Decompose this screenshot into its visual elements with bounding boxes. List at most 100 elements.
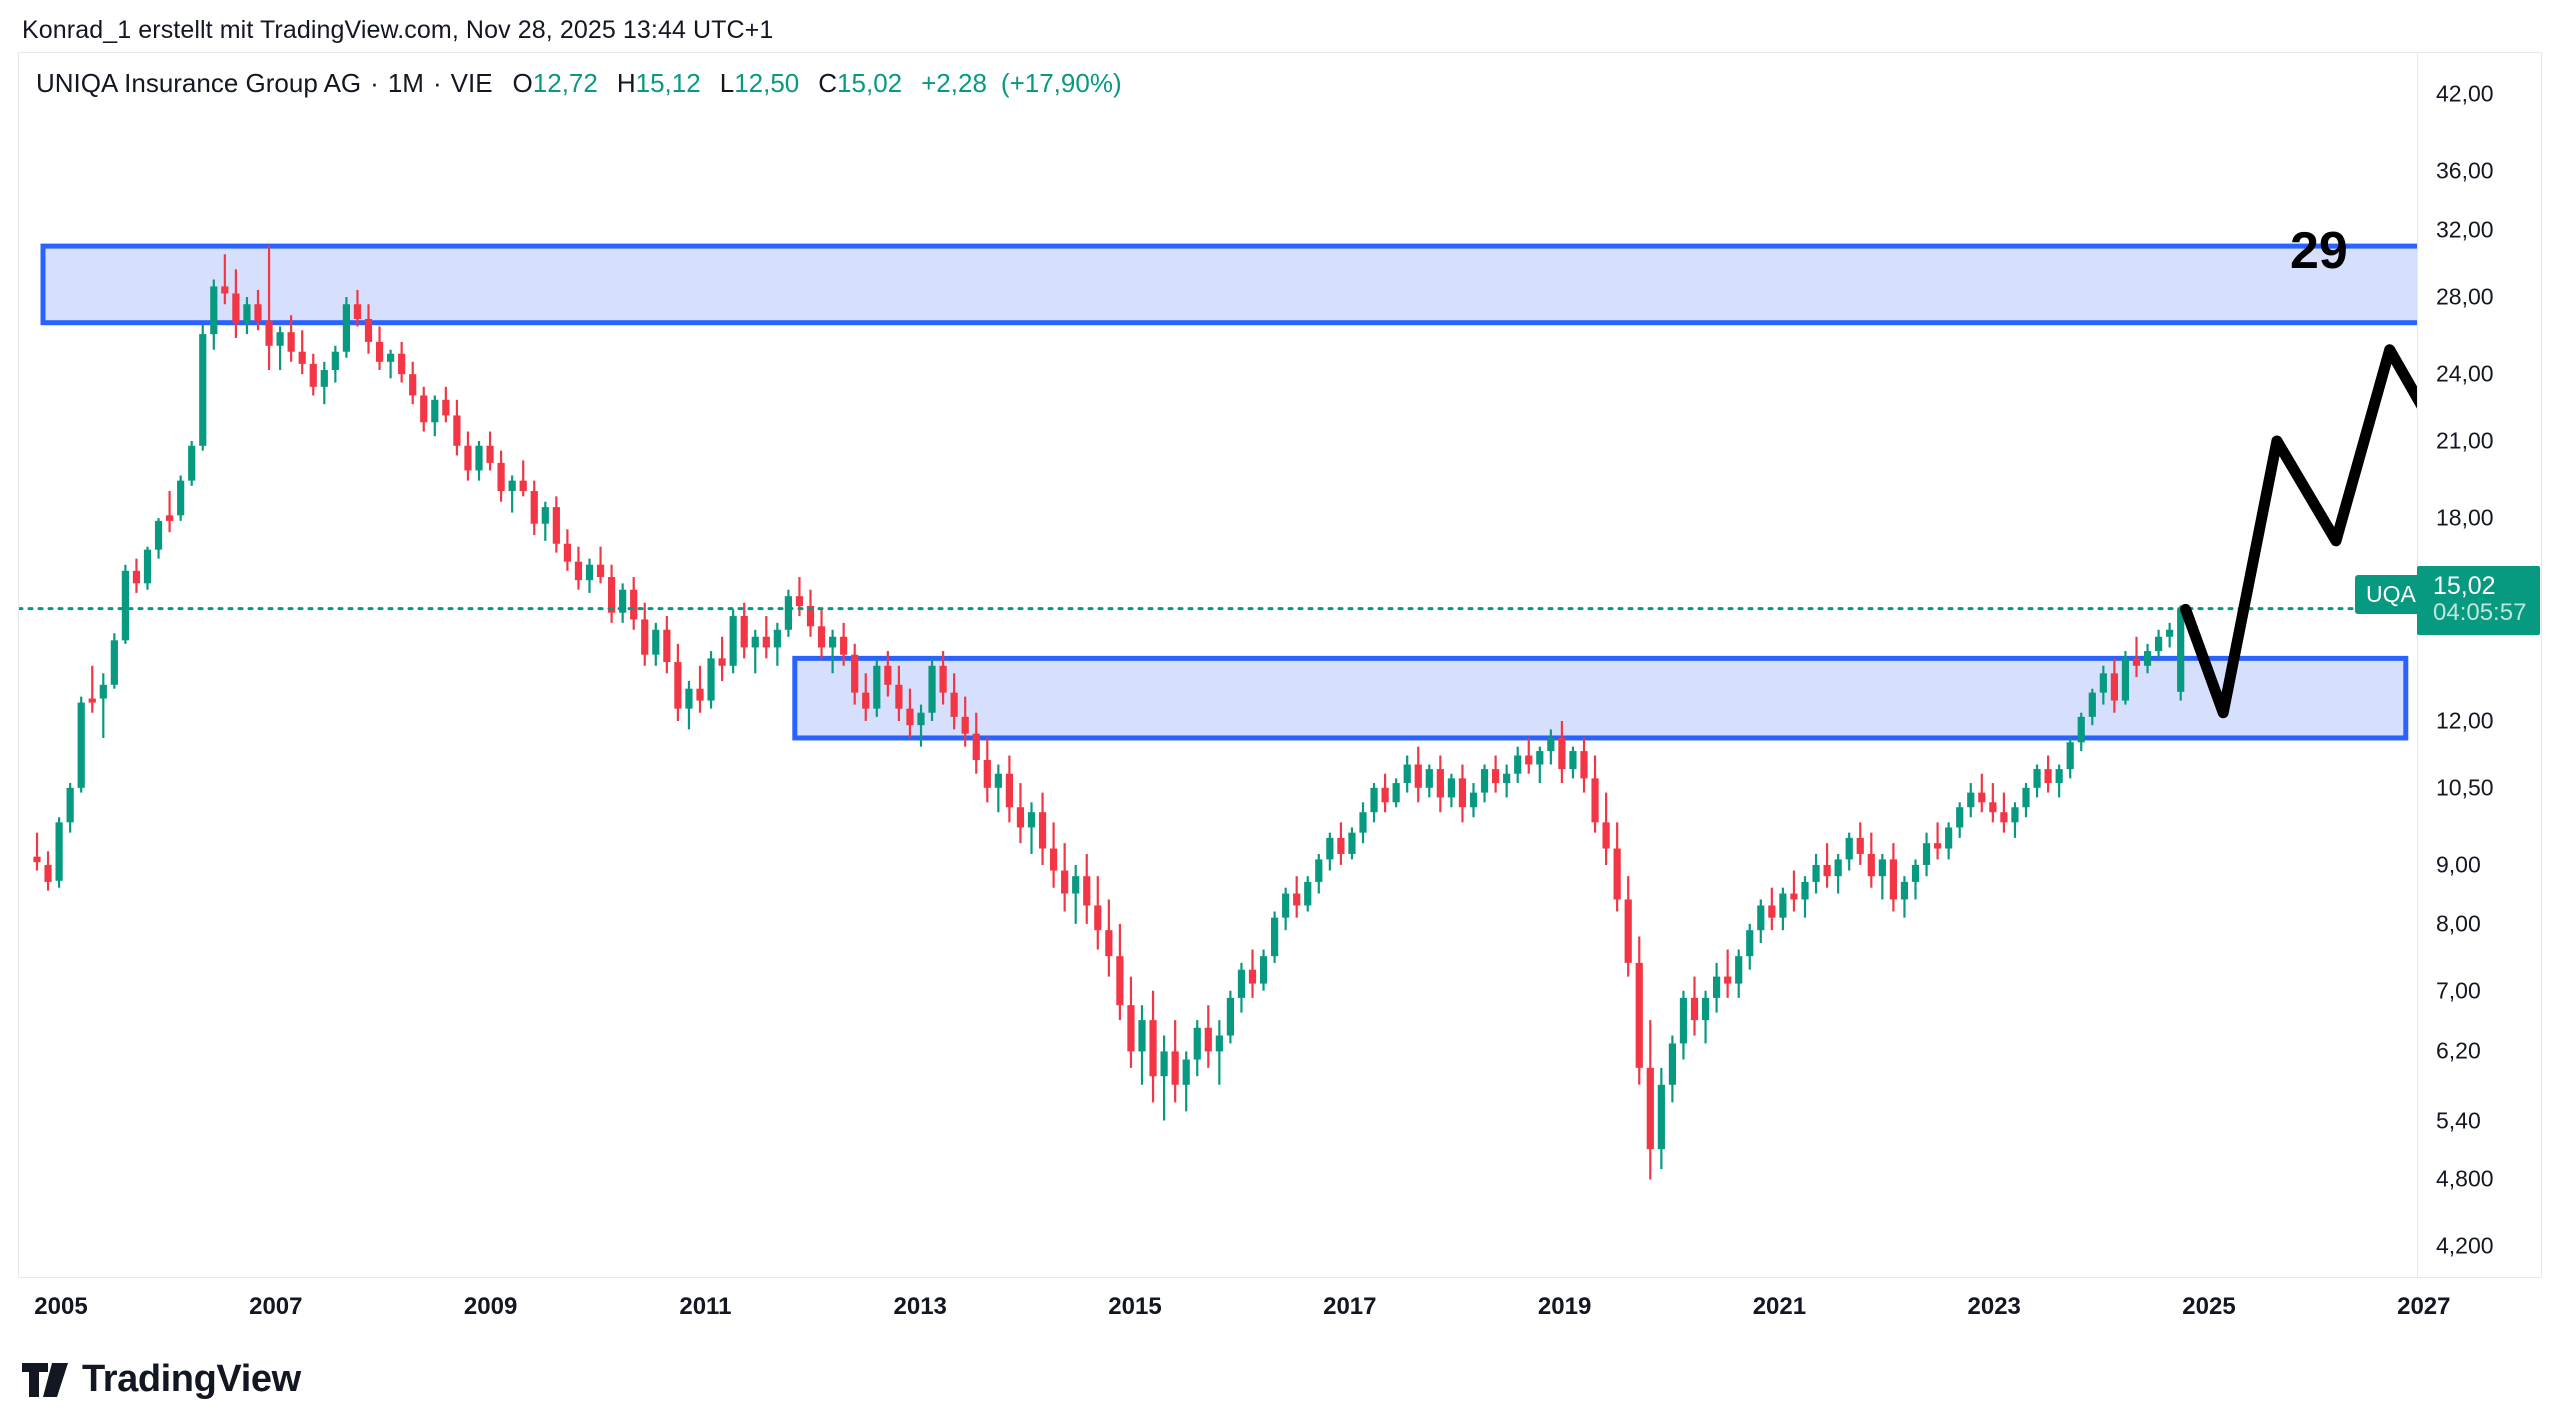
legend-close-value: 15,02 — [837, 68, 903, 98]
candle-body — [740, 616, 748, 648]
candle-body — [2110, 673, 2118, 701]
candle-body — [188, 445, 196, 481]
candle-body — [1713, 976, 1721, 998]
price-tick: 10,50 — [2436, 774, 2494, 801]
legend-interval[interactable]: 1M — [387, 68, 424, 98]
candle-body — [1370, 787, 1378, 813]
price-tick: 5,40 — [2436, 1107, 2481, 1134]
candle-body — [320, 370, 328, 387]
candle-body — [1326, 837, 1334, 860]
candle-body — [1967, 792, 1975, 808]
legend-high-key: H — [616, 68, 636, 98]
candle-body — [906, 708, 914, 726]
candle-body — [1259, 956, 1268, 984]
legend-low: L12,50 — [720, 68, 800, 99]
tradingview-wordmark: TradingView — [82, 1358, 301, 1400]
candle-body — [1469, 792, 1478, 808]
candle-body — [983, 760, 991, 788]
candle-body — [840, 636, 848, 655]
candle-body — [1823, 864, 1831, 877]
candle-body — [1679, 997, 1688, 1044]
time-tick: 2015 — [1108, 1293, 1162, 1320]
candle-body — [221, 286, 229, 294]
candle-body — [265, 320, 273, 346]
candle-body — [1160, 1051, 1168, 1077]
candle-body — [33, 856, 41, 863]
lower-support-zone[interactable] — [792, 655, 2409, 741]
attribution-text: Konrad_1 erstellt mit TradingView.com, N… — [22, 16, 774, 44]
candle-body — [817, 626, 826, 648]
candle-body — [1436, 769, 1444, 798]
candle-body — [2033, 769, 2041, 788]
candle-body — [541, 507, 549, 524]
candle-body — [508, 480, 516, 492]
candle-body — [232, 293, 240, 323]
candle-body — [1226, 997, 1234, 1036]
candle-body — [1458, 778, 1467, 808]
time-tick: 2019 — [1537, 1293, 1592, 1320]
bar-countdown: 04:05:57 — [2433, 599, 2527, 626]
chart-plot-area[interactable] — [19, 53, 2417, 1277]
candle-body — [1304, 881, 1312, 906]
legend-open-key: O — [512, 68, 533, 98]
candle-body — [1900, 881, 1909, 900]
candle-body — [1635, 962, 1643, 1068]
candle-body — [1525, 755, 1533, 765]
upper-resistance-zone[interactable] — [40, 243, 2417, 326]
candle-body — [641, 619, 649, 655]
candle-body — [1492, 769, 1500, 784]
candle-body — [1558, 737, 1566, 770]
candle-body — [652, 629, 660, 655]
candle-body — [1105, 930, 1113, 957]
candle-body — [486, 445, 494, 463]
projection-zigzag[interactable] — [2180, 279, 2417, 719]
time-tick: 2023 — [1967, 1293, 2021, 1320]
candle-body — [2088, 692, 2096, 717]
time-tick: 2013 — [893, 1293, 947, 1320]
candle-body — [298, 351, 306, 364]
candle-body — [1271, 917, 1279, 957]
candle-body — [762, 636, 770, 648]
candle-body — [784, 596, 792, 630]
price-axis[interactable]: 42,0036,0032,0028,0024,0021,0018,0016,00… — [2417, 53, 2542, 1277]
candle-body — [409, 374, 417, 396]
candle-body — [420, 395, 428, 423]
candle-body — [2155, 636, 2163, 652]
candle-body — [1480, 769, 1489, 793]
candle-body — [1138, 1020, 1146, 1052]
price-tick: 8,00 — [2436, 910, 2481, 937]
time-axis[interactable]: 2005 2007 2009 2011 2013 2015 2017 2019 2021 2023… — [18, 1279, 2542, 1339]
legend-symbol[interactable]: UNIQA Insurance Group AG — [36, 68, 362, 98]
candle-body — [442, 399, 450, 416]
candle-body — [1989, 802, 1997, 813]
candle-body — [166, 515, 174, 521]
candle-body — [1922, 843, 1931, 865]
price-tick: 4,200 — [2436, 1232, 2494, 1259]
current-price-badge[interactable]: 15,02 04:05:57 — [2417, 566, 2541, 635]
candle-body — [364, 318, 373, 342]
plot-svg — [19, 243, 2417, 1180]
tradingview-logo[interactable]: TradingView — [22, 1358, 301, 1401]
candle-body — [961, 716, 969, 734]
candle-body — [663, 629, 671, 663]
candle-body — [1956, 807, 1964, 828]
candle-body — [1182, 1059, 1190, 1085]
candle-body — [1602, 822, 1610, 849]
candle-body — [1425, 769, 1433, 788]
legend-low-value: 12,50 — [734, 68, 800, 98]
candle-body — [431, 399, 439, 423]
candle-body — [2132, 658, 2141, 666]
candle-body — [1845, 837, 1853, 860]
candle-body — [177, 480, 185, 516]
legend-close: C15,02 — [818, 68, 902, 99]
candle-body — [928, 665, 936, 713]
legend-high-value: 15,12 — [635, 68, 701, 98]
candle-body — [387, 353, 395, 362]
candle-body — [1447, 778, 1455, 798]
candle-body — [751, 636, 759, 648]
candle-body — [1204, 1027, 1212, 1052]
candle-body — [1779, 893, 1787, 918]
candle-body — [1083, 876, 1091, 906]
candle-body — [1215, 1035, 1223, 1052]
candle-body — [143, 549, 152, 584]
